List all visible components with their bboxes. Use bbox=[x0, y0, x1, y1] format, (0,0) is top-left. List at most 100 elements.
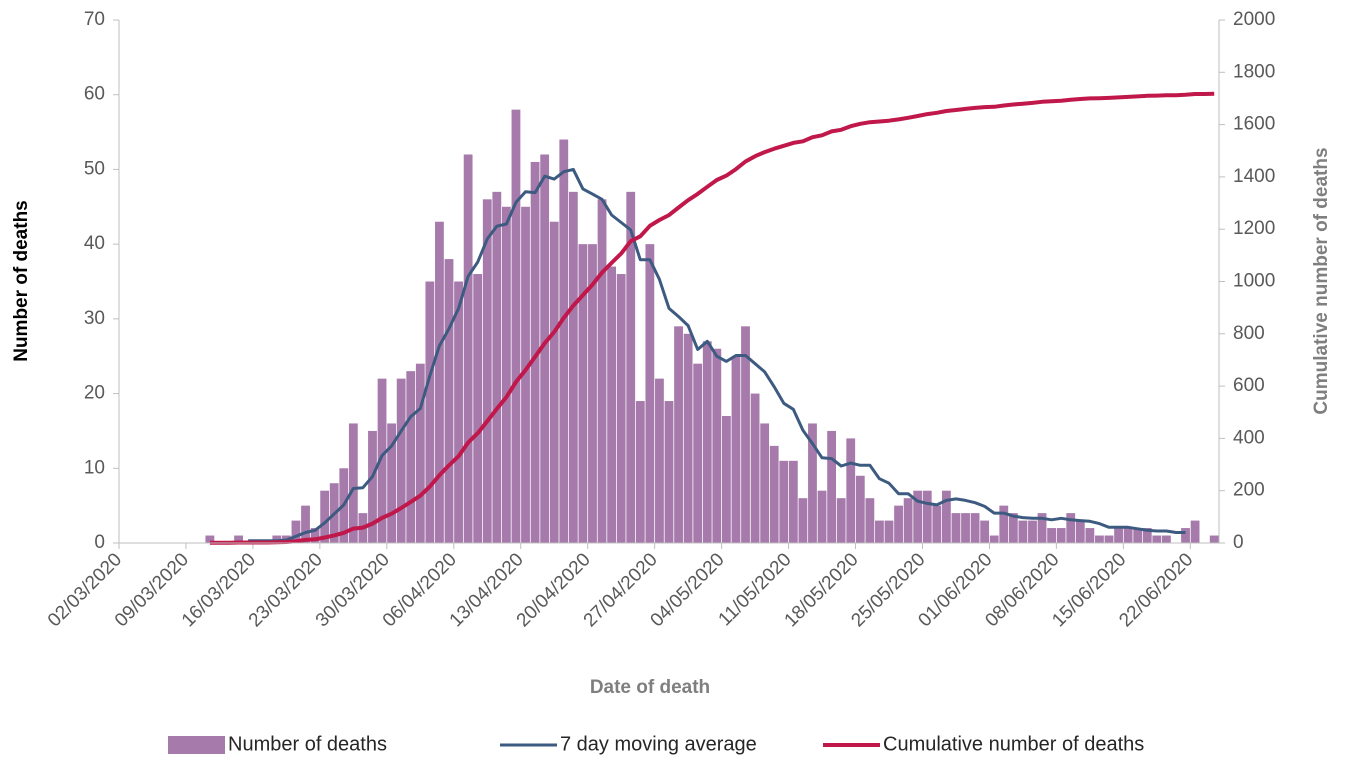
bar bbox=[205, 535, 215, 543]
bar bbox=[951, 513, 961, 543]
bar bbox=[741, 326, 750, 543]
bar bbox=[444, 259, 454, 543]
bar bbox=[855, 475, 865, 543]
bar bbox=[645, 244, 655, 543]
bar bbox=[1018, 520, 1028, 543]
legend-label: 7 day moving average bbox=[560, 733, 757, 755]
bar bbox=[588, 244, 597, 543]
bar bbox=[875, 520, 884, 543]
y-tick-label: 50 bbox=[84, 158, 105, 179]
y2-tick-label: 1000 bbox=[1233, 271, 1275, 292]
bar bbox=[597, 199, 607, 544]
bar bbox=[1008, 513, 1018, 543]
bar bbox=[913, 490, 923, 543]
bar bbox=[234, 535, 243, 543]
y2-tick-label: 400 bbox=[1233, 427, 1265, 448]
bar bbox=[396, 378, 406, 543]
bar bbox=[865, 498, 875, 543]
bar bbox=[712, 348, 722, 543]
bar bbox=[808, 423, 817, 543]
bar bbox=[788, 460, 798, 543]
bar bbox=[549, 221, 559, 543]
bar bbox=[348, 423, 358, 543]
bar bbox=[377, 378, 387, 543]
bar bbox=[817, 490, 827, 543]
bar bbox=[827, 430, 837, 543]
bar bbox=[310, 528, 320, 543]
bar bbox=[683, 333, 693, 543]
bar bbox=[511, 109, 521, 544]
bar bbox=[1104, 535, 1114, 543]
bar bbox=[702, 341, 712, 543]
bar bbox=[387, 423, 397, 543]
bar bbox=[779, 460, 789, 543]
bar bbox=[760, 423, 770, 543]
bar bbox=[1209, 535, 1219, 543]
bar bbox=[664, 401, 674, 543]
bar bbox=[530, 161, 540, 543]
bar bbox=[721, 415, 731, 543]
bar bbox=[1161, 535, 1171, 543]
y2-tick-label: 800 bbox=[1233, 323, 1265, 344]
bar bbox=[272, 535, 282, 543]
y2-tick-label: 600 bbox=[1233, 375, 1265, 396]
y2-tick-label: 1200 bbox=[1233, 218, 1275, 239]
y-tick-label: 70 bbox=[84, 9, 105, 30]
line-series bbox=[248, 167, 1186, 543]
bar bbox=[1190, 520, 1200, 543]
bar bbox=[894, 505, 903, 543]
bar bbox=[1181, 528, 1190, 543]
bar bbox=[435, 221, 444, 543]
y-tick-label: 10 bbox=[84, 457, 105, 478]
bar bbox=[674, 326, 683, 543]
bar bbox=[1047, 528, 1057, 543]
bar bbox=[836, 498, 846, 543]
bar bbox=[492, 191, 502, 544]
bar bbox=[941, 490, 951, 543]
bar bbox=[368, 430, 377, 543]
bar bbox=[970, 513, 980, 543]
bar bbox=[693, 363, 703, 543]
bar bbox=[999, 505, 1009, 543]
bar bbox=[607, 266, 617, 543]
bar bbox=[301, 505, 310, 543]
y2-tick-label: 1800 bbox=[1233, 61, 1275, 82]
bar bbox=[521, 206, 530, 544]
bar bbox=[473, 274, 483, 543]
y2-tick-label: 1400 bbox=[1233, 166, 1275, 187]
bar bbox=[884, 520, 894, 543]
bar bbox=[415, 363, 425, 543]
bar bbox=[1028, 520, 1037, 543]
bar bbox=[980, 520, 990, 543]
bar bbox=[750, 393, 760, 543]
bar bbox=[1085, 528, 1095, 543]
legend-label: Number of deaths bbox=[228, 733, 387, 755]
bar bbox=[626, 191, 636, 544]
y-tick-label: 20 bbox=[84, 383, 105, 404]
bar bbox=[1114, 528, 1123, 543]
bar bbox=[846, 438, 856, 543]
bar bbox=[406, 371, 416, 543]
bar bbox=[655, 378, 664, 543]
bar bbox=[1095, 535, 1104, 543]
bar bbox=[320, 490, 330, 543]
bar bbox=[291, 520, 301, 543]
bar bbox=[463, 154, 473, 543]
bar bbox=[798, 498, 808, 543]
bar bbox=[454, 281, 463, 543]
bar bbox=[616, 274, 626, 543]
bar bbox=[1152, 535, 1162, 543]
bar bbox=[635, 401, 645, 543]
bar bbox=[578, 244, 588, 543]
bar bbox=[769, 445, 779, 543]
bar bbox=[1037, 513, 1047, 543]
bar bbox=[922, 490, 932, 543]
bar bbox=[568, 191, 578, 544]
y2-tick-label: 2000 bbox=[1233, 9, 1275, 30]
y2-tick-label: 200 bbox=[1233, 480, 1265, 501]
bar bbox=[961, 513, 970, 543]
bar bbox=[559, 139, 569, 544]
bar bbox=[1123, 528, 1133, 543]
bar bbox=[1056, 528, 1066, 543]
